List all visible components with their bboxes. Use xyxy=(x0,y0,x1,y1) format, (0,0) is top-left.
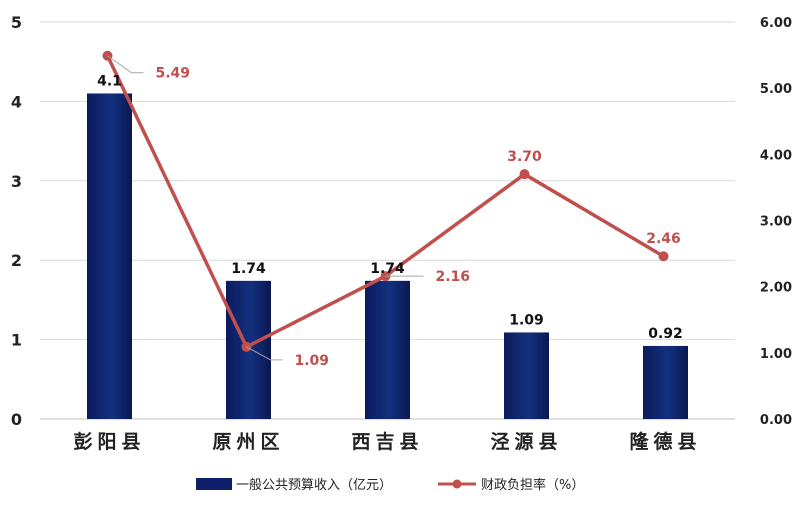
line-value-label: 3.70 xyxy=(507,149,542,165)
bar-value-label: 0.92 xyxy=(648,326,683,342)
bar-value-label: 1.74 xyxy=(231,261,266,277)
line-point xyxy=(658,251,669,262)
legend: 一般公共预算收入（亿元） 财政负担率（%） xyxy=(196,477,584,493)
y-right-tick-label: 1.00 xyxy=(760,347,792,362)
line-value-label: 2.46 xyxy=(646,231,681,247)
bar xyxy=(87,93,132,420)
x-tick-label: 隆德县 xyxy=(629,430,701,453)
bar-value-label: 1.09 xyxy=(509,312,544,328)
data-labels: 4.1 1.74 1.74 1.09 0.92 5.49 1.09 2.16 3.70 2.46 xyxy=(97,55,683,369)
y-left-tick-label: 3 xyxy=(11,172,22,191)
bar xyxy=(504,332,549,419)
bar-value-label: 1.74 xyxy=(370,261,405,277)
x-tick-label: 彭阳县 xyxy=(73,430,145,453)
legend-marker-line xyxy=(452,479,462,489)
bar-value-label: 4.1 xyxy=(97,73,122,89)
line-value-label: 2.16 xyxy=(436,269,471,285)
x-tick-label: 泾源县 xyxy=(490,430,562,453)
axes: 0 1 2 3 4 5 0.00 1.00 2.00 3.00 4.00 5.00 6.00 彭阳县 原州区… xyxy=(11,13,792,453)
line-value-label: 1.09 xyxy=(295,353,330,369)
legend-label-line: 财政负担率（%） xyxy=(481,477,584,493)
y-right-tick-label: 2.00 xyxy=(760,281,792,296)
y-right-tick-label: 4.00 xyxy=(760,148,792,163)
y-right-tick-label: 0.00 xyxy=(760,413,792,428)
y-left-tick-label: 2 xyxy=(11,251,22,270)
y-right-tick-label: 5.00 xyxy=(760,82,792,97)
leader-line xyxy=(246,346,283,361)
gridlines xyxy=(40,21,735,341)
y-right-tick-label: 3.00 xyxy=(760,215,792,230)
bar xyxy=(643,345,688,419)
leader-line xyxy=(107,55,144,74)
bar-series xyxy=(87,93,688,420)
x-tick-label: 原州区 xyxy=(212,431,284,453)
y-left-tick-label: 4 xyxy=(11,92,22,111)
legend-label-bar: 一般公共预算收入（亿元） xyxy=(236,477,392,493)
x-tick-label: 西吉县 xyxy=(351,430,423,453)
y-right-tick-label: 6.00 xyxy=(760,16,792,31)
bar xyxy=(365,280,410,419)
y-left-tick-label: 5 xyxy=(11,13,22,32)
line-value-label: 5.49 xyxy=(156,66,191,82)
legend-swatch-bar xyxy=(196,478,232,490)
y-left-tick-label: 0 xyxy=(11,410,22,429)
y-left-tick-label: 1 xyxy=(11,331,22,350)
line-point xyxy=(519,169,530,180)
